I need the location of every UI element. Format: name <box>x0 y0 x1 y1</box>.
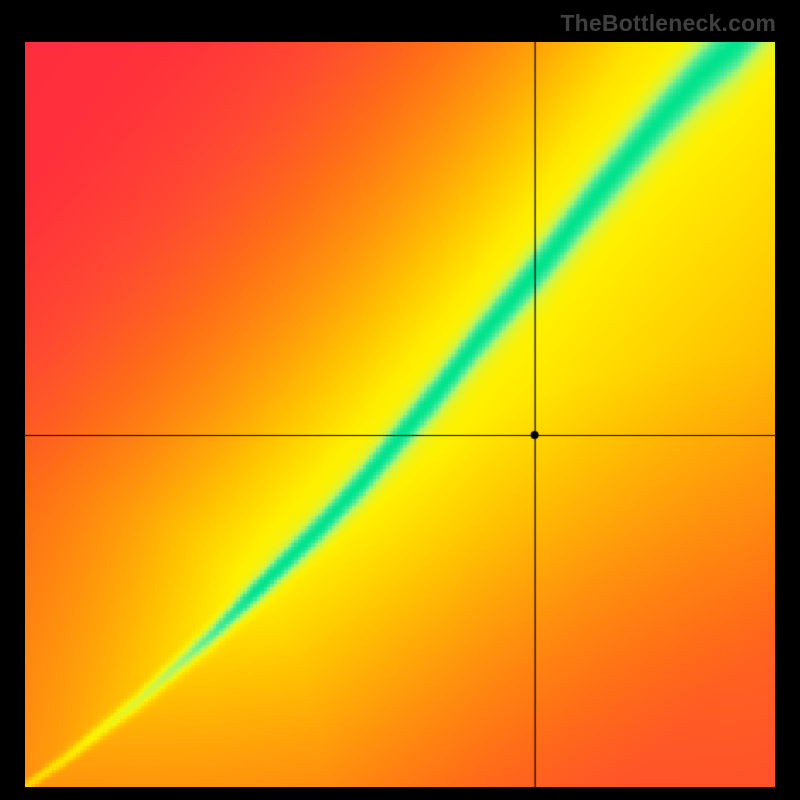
heatmap-plot <box>25 42 775 787</box>
watermark-label: TheBottleneck.com <box>560 10 776 37</box>
figure-container: TheBottleneck.com <box>0 0 800 800</box>
